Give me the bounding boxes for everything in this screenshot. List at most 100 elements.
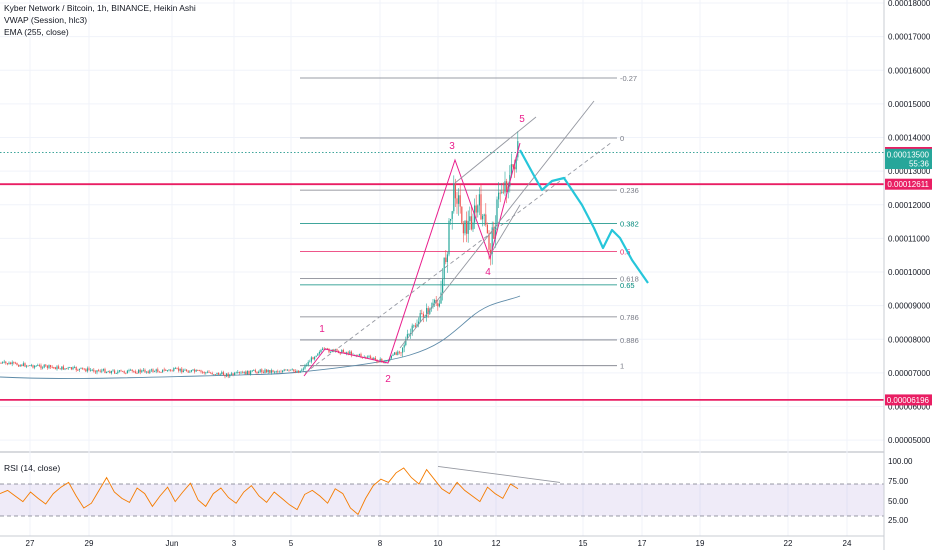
price-tick-label: 0.00005000: [888, 436, 931, 445]
candle-body: [62, 366, 64, 370]
candle-body: [21, 364, 23, 366]
candle-body: [270, 370, 272, 373]
candle-body: [122, 370, 124, 372]
candle-body: [395, 352, 397, 355]
candle-body: [101, 370, 103, 372]
price-tick-label: 0.00013000: [888, 167, 931, 176]
candle-body: [24, 363, 26, 367]
candle-body: [434, 300, 436, 303]
candle-body: [221, 372, 223, 375]
candle-body: [262, 372, 264, 373]
candle-body: [486, 224, 488, 234]
candle-body: [285, 369, 287, 371]
candle-body: [43, 364, 45, 368]
candle-body: [462, 223, 464, 234]
candle-body: [155, 369, 157, 372]
candle-body: [58, 366, 60, 369]
candle-body: [274, 371, 276, 373]
candle-body: [501, 191, 503, 193]
candle-body: [187, 371, 189, 373]
candle-body: [3, 361, 5, 363]
candle-body: [323, 348, 325, 350]
drawings[interactable]: 1 2 3 4 5: [303, 100, 649, 385]
candle-body: [96, 370, 98, 373]
candle-body: [264, 369, 266, 373]
candle-body: [246, 370, 248, 375]
candle-body: [438, 303, 440, 307]
candle-body: [499, 192, 501, 194]
candle-body: [157, 369, 159, 372]
wave-label: 3: [449, 141, 455, 152]
candle-body: [410, 333, 412, 335]
ema-path: [0, 295, 521, 379]
time-axis[interactable]: 27 29 Jun 3 5 8 10 12 15 17 19 22 24: [0, 535, 884, 548]
wave-label: 4: [485, 267, 491, 278]
candle-body: [349, 351, 351, 354]
candle-body: [477, 205, 479, 213]
candle-body: [14, 362, 16, 364]
candle-body: [154, 371, 156, 373]
candle-body: [5, 361, 7, 364]
chart-title: Kyber Network / Bitcoin, 1h, BINANCE, He…: [4, 3, 196, 13]
candle-body: [318, 352, 320, 354]
candle-body: [512, 164, 514, 167]
price-tick-label: 0.00018000: [888, 0, 931, 8]
candle-body: [368, 356, 370, 358]
candle-body: [408, 334, 410, 335]
candle-body: [222, 372, 224, 376]
candle-body: [464, 220, 466, 234]
rising-trendline: [399, 100, 595, 349]
candle-body: [18, 365, 20, 367]
candle-body: [379, 358, 381, 363]
candle-body: [93, 369, 95, 372]
candle-body: [136, 373, 138, 374]
candle-body: [184, 369, 186, 371]
time-tick-label: 19: [696, 539, 705, 548]
candle-body: [419, 313, 421, 322]
candle-body: [80, 367, 82, 369]
candle-body: [115, 373, 117, 374]
candle-body: [427, 308, 429, 314]
candle-body: [515, 157, 517, 170]
candle-body: [133, 370, 135, 372]
horizontal-lines[interactable]: [0, 152, 884, 401]
price-label-box: [885, 178, 932, 190]
candle-body: [494, 226, 496, 239]
candle-body: [371, 358, 373, 360]
candle-body: [194, 369, 196, 372]
candle-body: [78, 368, 80, 371]
candle-body: [102, 369, 104, 371]
candle-body: [254, 370, 256, 372]
candle-body: [330, 351, 332, 353]
wave-label: 1: [319, 324, 325, 335]
candle-body: [514, 166, 516, 170]
candle-body: [416, 324, 418, 327]
candle-body: [491, 227, 493, 254]
fib-level-label: 0.618: [620, 275, 639, 284]
candle-body: [504, 181, 506, 193]
candle-body: [179, 368, 181, 371]
rsi-tick-label: 100.00: [888, 457, 913, 466]
price-label: 55:36: [909, 160, 930, 169]
dashed-trendline: [304, 141, 613, 374]
candle-body: [190, 370, 192, 372]
candle-body: [307, 361, 309, 366]
candle-body: [173, 368, 175, 371]
price-tick-label: 0.00008000: [888, 335, 931, 344]
candle-body: [0, 363, 2, 364]
price-axis[interactable]: 0.00018000 0.00017000 0.00016000 0.00015000…: [883, 0, 932, 550]
candle-body: [98, 370, 100, 372]
candle-body: [259, 369, 261, 372]
candle-body: [466, 220, 468, 234]
candle-body: [178, 368, 180, 371]
candle-body: [42, 367, 44, 369]
candle-body: [333, 349, 335, 351]
fib-level-label: 0: [620, 134, 624, 143]
candle-body: [453, 183, 455, 212]
candle-body: [29, 365, 31, 367]
candle-body: [451, 211, 453, 219]
candle-body: [282, 370, 284, 373]
candle-body: [160, 372, 162, 373]
price-projection: [519, 149, 649, 284]
